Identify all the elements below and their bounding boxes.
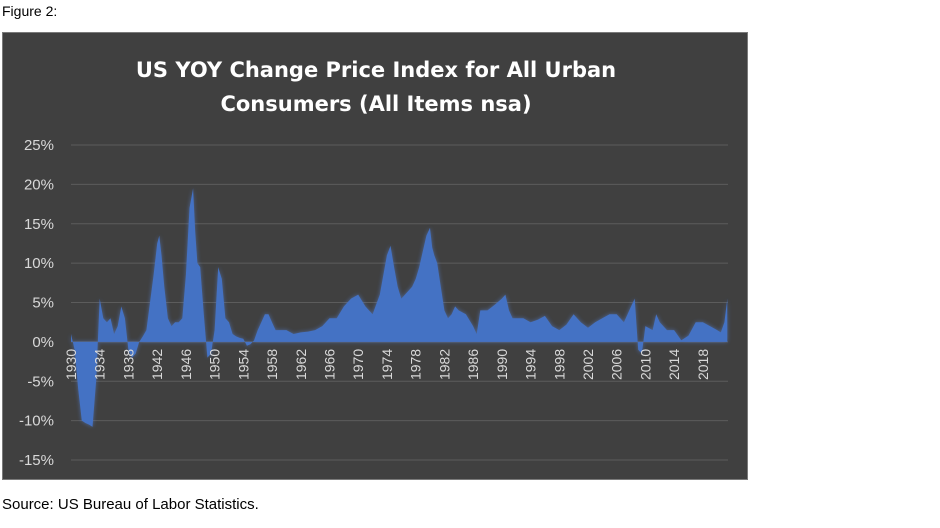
x-tick-label: 1930: [63, 349, 79, 380]
x-tick-label: 1998: [551, 349, 567, 380]
x-tick-label: 1994: [523, 349, 539, 380]
x-tick-label: 2010: [637, 349, 653, 380]
y-tick-label: 10%: [24, 255, 54, 272]
y-tick-label: -10%: [19, 413, 54, 430]
x-tick-label: 2014: [666, 349, 682, 380]
x-tick-label: 2006: [609, 349, 625, 380]
x-tick-label: 1974: [379, 349, 395, 380]
x-tick-label: 1942: [149, 349, 165, 380]
yoy-cpi-area-chart: US YOY Change Price Index for All Urban …: [19, 58, 728, 469]
y-tick-label: -5%: [27, 373, 54, 390]
x-tick-label: 1966: [321, 349, 337, 380]
x-tick-label: 2002: [580, 349, 596, 380]
chart-title-line-1: US YOY Change Price Index for All Urban: [136, 58, 616, 82]
x-tick-label: 1934: [92, 349, 108, 380]
y-tick-label: -15%: [19, 452, 54, 469]
y-tick-label: 0%: [32, 334, 54, 351]
x-tick-label: 1962: [293, 349, 309, 380]
y-tick-label: 5%: [32, 295, 54, 312]
chart-panel: US YOY Change Price Index for All Urban …: [2, 32, 748, 480]
x-axis-ticks: 1930 1934 1938 1942 1946 1950 1954 1958 1962 1966…: [63, 349, 711, 380]
y-tick-label: 15%: [24, 216, 54, 233]
x-tick-label: 2018: [695, 349, 711, 380]
x-tick-label: 1982: [436, 349, 452, 380]
x-tick-label: 1970: [350, 349, 366, 380]
cpi-area-series: [71, 188, 728, 427]
figure-label: Figure 2:: [2, 3, 58, 19]
x-tick-label: 1946: [178, 349, 194, 380]
y-axis-ticks: 25% 20% 15% 10% 5% 0% -5% -10% -15%: [19, 137, 54, 469]
area-series: [71, 188, 728, 427]
x-tick-label: 1986: [465, 349, 481, 380]
source-note: Source: US Bureau of Labor Statistics.: [2, 496, 259, 513]
y-tick-label: 20%: [24, 176, 54, 193]
x-tick-label: 1958: [264, 349, 280, 380]
x-tick-label: 1978: [408, 349, 424, 380]
x-tick-label: 1938: [120, 349, 136, 380]
x-tick-label: 1950: [207, 349, 223, 380]
x-tick-label: 1954: [235, 349, 251, 380]
x-tick-label: 1990: [494, 349, 510, 380]
y-tick-label: 25%: [24, 137, 54, 154]
chart-title-line-2: Consumers (All Items nsa): [220, 92, 531, 116]
